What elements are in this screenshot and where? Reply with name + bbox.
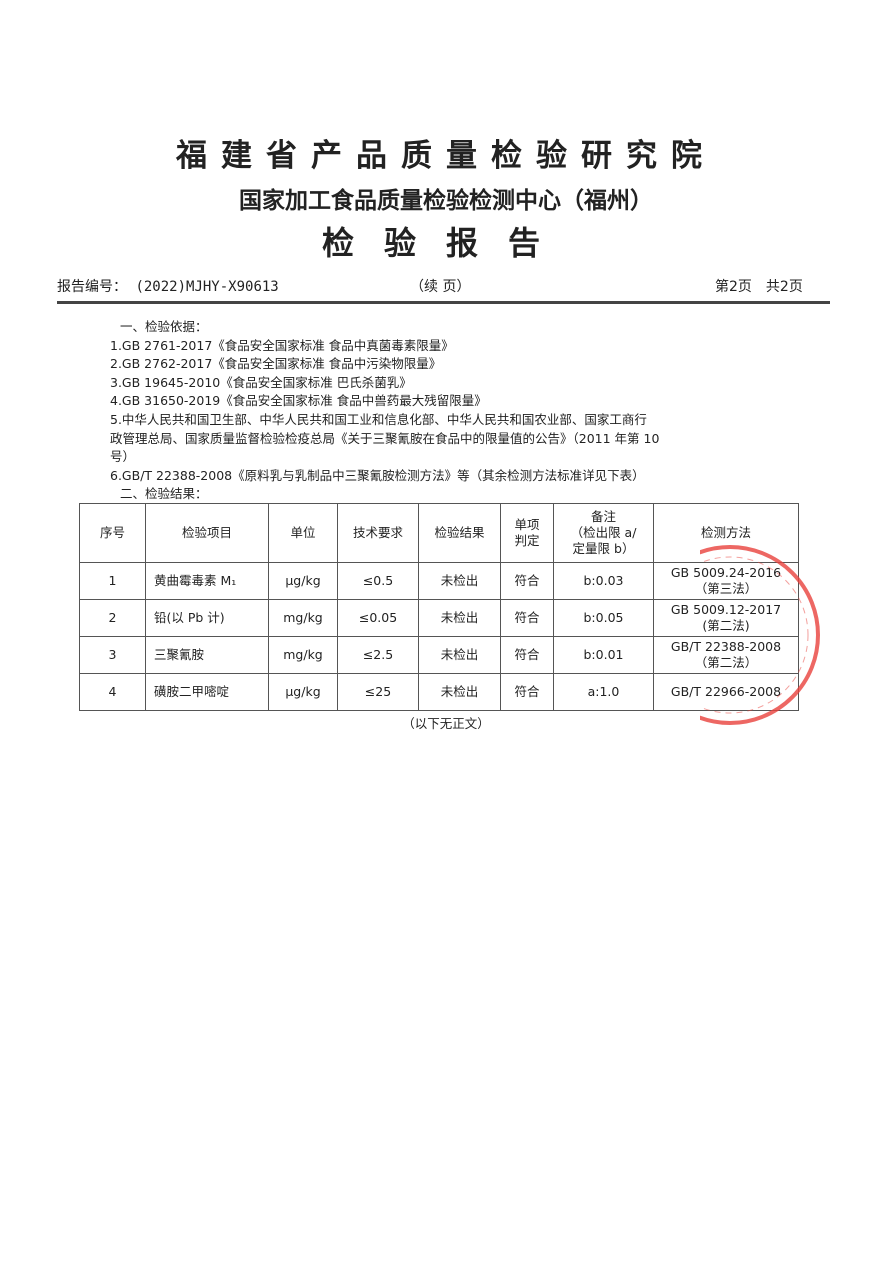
table-cell: 铅(以 Pb 计) [145,599,269,637]
column-header: 序号 [79,503,146,563]
table-cell: GB 5009.24-2016 （第三法） [653,562,799,600]
basis-item: 1.GB 2761-2017《食品安全国家标准 食品中真菌毒素限量》 [110,337,454,353]
table-cell: ≤25 [337,673,419,711]
table-cell: μg/kg [268,673,338,711]
table-cell: ≤2.5 [337,636,419,674]
results-table: 序号 检验项目 单位 技术要求 检验结果 单项 判定 备注 （检出限 a/ 定量限 b） 检测… [79,503,799,711]
table-cell: mg/kg [268,599,338,637]
table-row: 4 磺胺二甲嘧啶 μg/kg ≤25 未检出 符合 a:1.0 GB/T 22966-2008 [79,673,799,711]
results-heading: 二、检验结果： [120,486,208,502]
column-header: 备注 （检出限 a/ 定量限 b） [553,503,654,563]
table-cell: 未检出 [418,562,501,600]
table-cell: 黄曲霉毒素 M₁ [145,562,269,600]
column-header: 单项 判定 [500,503,554,563]
table-cell: b:0.01 [553,636,654,674]
table-cell: GB/T 22388-2008 （第二法） [653,636,799,674]
basis-item: 政管理总局、国家质量监督检验检疫总局《关于三聚氰胺在食品中的限量值的公告》（20… [110,430,660,446]
column-header: 检测方法 [653,503,799,563]
seal-text-arc [700,556,809,714]
basis-item: 4.GB 31650-2019《食品安全国家标准 食品中兽药最大残留限量》 [110,393,487,409]
table-cell: 符合 [500,562,554,600]
table-cell: 未检出 [418,599,501,637]
table-cell: 未检出 [418,636,501,674]
table-cell: 符合 [500,599,554,637]
basis-item: 5.中华人民共和国卫生部、中华人民共和国工业和信息化部、中华人民共和国农业部、国… [110,411,647,427]
seal-ring [700,545,820,725]
report-number-value: (2022)MJHY-X90613 [135,279,279,295]
center-name: 国家加工食品质量检验检测中心（福州） [239,188,653,214]
basis-item: 3.GB 19645-2010《食品安全国家标准 巴氏杀菌乳》 [110,374,412,390]
column-header: 单位 [268,503,338,563]
table-cell: b:0.05 [553,599,654,637]
table-cell: 三聚氰胺 [145,636,269,674]
table-cell: 2 [79,599,146,637]
table-cell: a:1.0 [553,673,654,711]
table-row: 3 三聚氰胺 mg/kg ≤2.5 未检出 符合 b:0.01 GB/T 22388-2008… [79,636,799,674]
table-cell: 未检出 [418,673,501,711]
header-rule [57,301,830,304]
table-cell: 4 [79,673,146,711]
table-cell: 磺胺二甲嘧啶 [145,673,269,711]
table-header-row: 序号 检验项目 单位 技术要求 检验结果 单项 判定 备注 （检出限 a/ 定量限 b） 检测… [79,503,799,563]
table-cell: 符合 [500,636,554,674]
table-cell: b:0.03 [553,562,654,600]
table-row: 1 黄曲霉毒素 M₁ μg/kg ≤0.5 未检出 符合 b:0.03 GB 5009.24-… [79,562,799,600]
column-header: 检验结果 [418,503,501,563]
column-header: 检验项目 [145,503,269,563]
table-row: 2 铅(以 Pb 计) mg/kg ≤0.05 未检出 符合 b:0.05 GB 5009.1… [79,599,799,637]
table-cell: 符合 [500,673,554,711]
basis-item: 2.GB 2762-2017《食品安全国家标准 食品中污染物限量》 [110,356,442,372]
continued-label: （续 页） [410,279,471,295]
basis-heading: 一、检验依据： [120,319,208,334]
table-cell: μg/kg [268,562,338,600]
report-number-label: 报告编号： [57,279,127,295]
official-seal [700,545,820,725]
table-cell: GB/T 22966-2008 [653,673,799,711]
basis-item: 6.GB/T 22388-2008《原料乳与乳制品中三聚氰胺检测方法》等（其余检… [110,467,645,483]
report-title: 检验报告 [321,224,570,262]
end-of-text: （以下无正文） [402,716,490,731]
inspection-basis: 一、检验依据： 1.GB 2761-2017《食品安全国家标准 食品中真菌毒素限… [110,318,790,504]
basis-item: 号） [110,449,136,465]
page-info: 第2页 共2页 [715,279,803,295]
table-cell: GB 5009.12-2017 (第二法) [653,599,799,637]
table-cell: 3 [79,636,146,674]
column-header: 技术要求 [337,503,419,563]
table-cell: 1 [79,562,146,600]
table-cell: mg/kg [268,636,338,674]
report-number: 报告编号： (2022)MJHY-X90613 [57,276,279,296]
institute-name: 福建省产品质量检验研究院 [176,138,716,174]
table-cell: ≤0.05 [337,599,419,637]
table-cell: ≤0.5 [337,562,419,600]
